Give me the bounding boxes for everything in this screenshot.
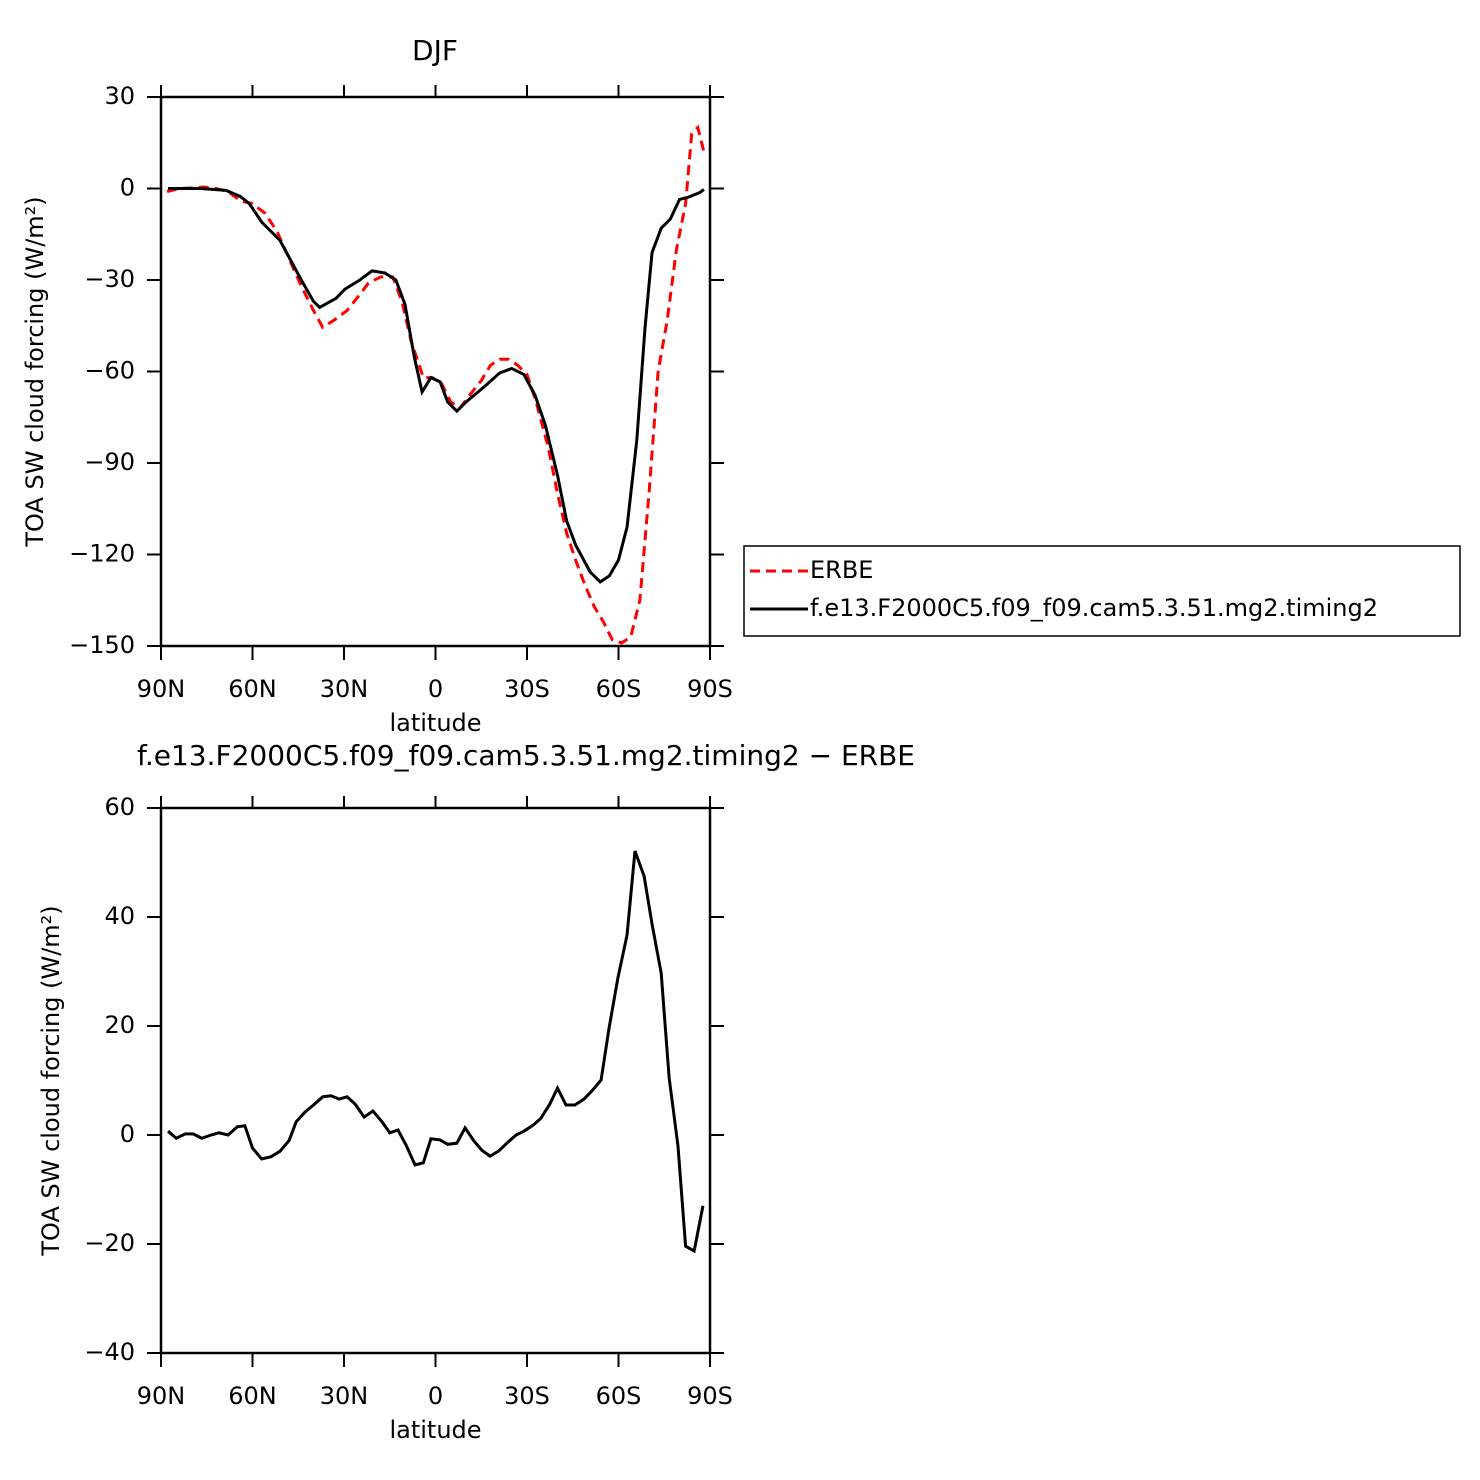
series-line xyxy=(167,850,705,1254)
legend-label: ERBE xyxy=(810,556,873,584)
y-tick-label: 20 xyxy=(104,1011,135,1039)
y-tick-label: −150 xyxy=(69,631,135,659)
plot-frame xyxy=(159,806,712,1355)
x-tick-label: 30S xyxy=(504,1382,550,1410)
x-axis-label: latitude xyxy=(389,1416,481,1444)
x-tick-label: 0 xyxy=(428,675,443,703)
x-tick-label: 30N xyxy=(320,675,369,703)
x-tick-label: 30S xyxy=(504,675,550,703)
x-tick-label: 60N xyxy=(228,675,277,703)
y-tick-label: 40 xyxy=(104,902,135,930)
x-tick-label: 90S xyxy=(687,675,733,703)
x-tick-label: 30N xyxy=(320,1382,369,1410)
y-tick-label: −30 xyxy=(84,265,135,293)
legend-box xyxy=(743,545,1461,637)
x-axis-label: latitude xyxy=(389,709,481,737)
x-tick-label: 0 xyxy=(428,1382,443,1410)
chart-title: DJF xyxy=(412,34,458,67)
y-tick-label: −60 xyxy=(84,357,135,385)
x-tick-label: 90S xyxy=(687,1382,733,1410)
y-tick-label: −40 xyxy=(84,1338,135,1366)
y-tick-label: 30 xyxy=(104,82,135,110)
y-axis-label: TOA SW cloud forcing (W/m²) xyxy=(21,196,49,547)
y-tick-label: −20 xyxy=(84,1229,135,1257)
y-tick-label: 60 xyxy=(104,793,135,821)
y-tick-label: −90 xyxy=(84,448,135,476)
x-tick-label: 90N xyxy=(137,1382,186,1410)
series-line xyxy=(166,124,706,645)
y-tick-label: 0 xyxy=(120,1120,135,1148)
series-line xyxy=(168,187,705,584)
y-axis-label: TOA SW cloud forcing (W/m²) xyxy=(37,905,65,1256)
y-tick-label: −120 xyxy=(69,540,135,568)
chart-title: f.e13.F2000C5.f09_f09.cam5.3.51.mg2.timi… xyxy=(137,739,915,772)
x-tick-label: 60N xyxy=(228,1382,277,1410)
y-tick-label: 0 xyxy=(120,174,135,202)
x-tick-label: 60S xyxy=(596,675,642,703)
plot-frame xyxy=(159,95,712,648)
x-tick-label: 60S xyxy=(596,1382,642,1410)
x-tick-label: 90N xyxy=(137,675,186,703)
legend-label: f.e13.F2000C5.f09_f09.cam5.3.51.mg2.timi… xyxy=(810,594,1378,622)
